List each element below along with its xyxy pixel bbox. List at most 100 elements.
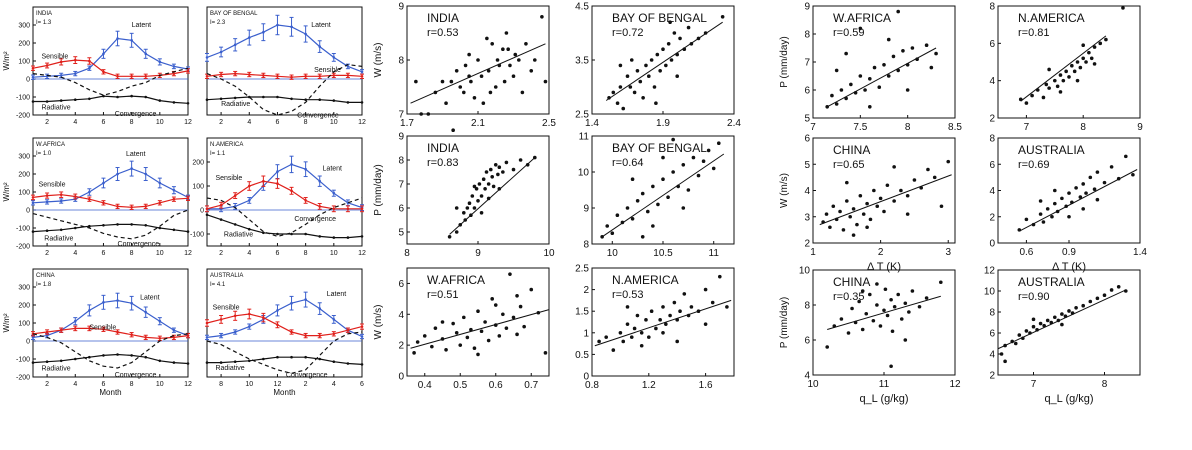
data-point	[116, 353, 119, 356]
data-point	[158, 337, 162, 340]
scatter-point	[618, 63, 623, 68]
scatter-point	[1041, 95, 1046, 100]
data-point	[31, 196, 35, 199]
x-axis-label: Month	[99, 388, 121, 397]
data-point	[346, 65, 350, 68]
scatter-point	[1087, 50, 1091, 55]
y-tick-label: 4	[989, 350, 995, 361]
x-tick-label: 1.2	[642, 380, 656, 391]
region-label: W.AFRICA	[427, 273, 485, 287]
data-point	[73, 327, 77, 330]
y-axis-label: P (mm/day)	[779, 36, 790, 88]
x-tick-label: 8	[130, 119, 134, 126]
scatter-point	[483, 187, 487, 191]
scatter-point	[504, 326, 509, 330]
scatter-point	[515, 332, 519, 337]
series-annotation: Sensible	[314, 67, 341, 74]
scatter-point	[485, 36, 489, 41]
scatter-point	[1047, 86, 1051, 90]
data-point	[45, 64, 49, 67]
scatter-point	[412, 351, 416, 355]
data-point	[102, 328, 105, 331]
scatter-point	[629, 58, 634, 62]
regression-line	[826, 47, 937, 108]
scatter-point	[834, 102, 839, 106]
correlation-label: r=0.69	[1018, 159, 1050, 171]
scatter-point	[1072, 69, 1077, 74]
scatter-point	[515, 293, 519, 298]
scatter-point	[830, 93, 834, 98]
scatter-point	[1081, 56, 1085, 61]
data-point	[102, 354, 105, 357]
scatter-point	[483, 320, 487, 324]
scatter-point	[939, 204, 944, 209]
data-point	[59, 199, 63, 203]
data-point	[88, 355, 91, 359]
panel-india-line: 2 4 6 8 10 12 -200 -100 0 100 200 300 W/m² INDIA I= 1.…	[2, 6, 192, 126]
scatter-point	[875, 303, 879, 307]
series-line-radiative	[207, 356, 363, 365]
data-point	[116, 223, 119, 226]
data-point	[144, 355, 148, 359]
y-axis-label: W (m/s)	[373, 43, 384, 78]
data-point	[276, 355, 279, 359]
index-label: I= 1.8	[36, 282, 52, 288]
panel-india-scatter: 8 9 10 5 6 7 8 9 P (mm/day) INDIA r=0.83	[373, 132, 555, 260]
data-point	[332, 318, 336, 321]
data-point	[290, 75, 293, 79]
scatter-point	[1109, 288, 1114, 292]
data-point	[186, 230, 190, 233]
x-tick-label: 4	[332, 381, 336, 388]
scatter-point	[1061, 78, 1066, 83]
scatter-point	[474, 187, 479, 191]
scatter-point	[668, 20, 672, 25]
scatter-point	[664, 63, 668, 68]
y-tick-label: 4	[804, 371, 810, 382]
y-tick-label: 10	[984, 287, 996, 298]
data-point	[186, 69, 190, 73]
series-annotation: Latent	[140, 295, 160, 302]
scatter-point	[1095, 197, 1100, 202]
scatter-point	[462, 315, 466, 320]
scatter-point	[882, 63, 886, 67]
y-tick-label: 11	[579, 132, 590, 143]
data-point	[247, 325, 251, 328]
data-point	[45, 330, 49, 334]
data-point	[332, 191, 336, 195]
data-point	[332, 332, 336, 336]
region-label: N.AMERICA	[1018, 11, 1085, 25]
series-annotation: Radiative	[221, 101, 250, 108]
data-point	[290, 25, 293, 29]
y-tick-label: 12	[984, 266, 996, 277]
scatter-point	[878, 196, 883, 201]
data-point	[360, 75, 364, 78]
y-tick-label: 5	[804, 114, 810, 125]
scatter-point	[926, 167, 930, 172]
x-tick-label: 8	[219, 381, 223, 388]
scatter-point	[493, 303, 498, 307]
scatter-point	[661, 177, 665, 181]
scatter-point	[1058, 90, 1063, 94]
scatter-point	[610, 231, 615, 235]
scatter-point	[597, 339, 601, 344]
scatter-point	[481, 101, 486, 105]
scatter-point	[912, 178, 917, 182]
x-tick-label: 2	[45, 250, 49, 257]
scatter-point	[467, 52, 471, 57]
scatter-point	[1084, 191, 1088, 195]
data-point	[219, 361, 223, 364]
scatter-point	[678, 36, 682, 41]
panel-china-scatter: 10 11 12 4 6 8 10 P (mm/day) q_L (g/kg) CHINA r=0.…	[779, 266, 961, 406]
scatter-point	[511, 167, 516, 172]
panel-australia-line: 8 10 12 2 4 6 Month AUSTRALIA I= 4.1 Latent Sensib…	[205, 268, 364, 397]
y-tick-label: 6	[804, 134, 810, 145]
scatter-point	[857, 299, 861, 304]
scatter-point	[511, 315, 516, 320]
data-point	[158, 359, 162, 363]
scatter-point	[860, 289, 865, 293]
panel-bay-of-bengal-line: 2 4 6 8 10 12 BAY OF BENGAL I= 2.3 Latent Sensibl…	[205, 6, 366, 126]
scatter-point	[501, 312, 505, 317]
y-tick-label: 2	[804, 239, 810, 250]
y-tick-label: 300	[18, 22, 30, 29]
panel-w-africa-line: 2 4 6 8 10 12 -200 -100 0 100 200 300 W/m² W.AFRICA I=…	[2, 137, 192, 257]
